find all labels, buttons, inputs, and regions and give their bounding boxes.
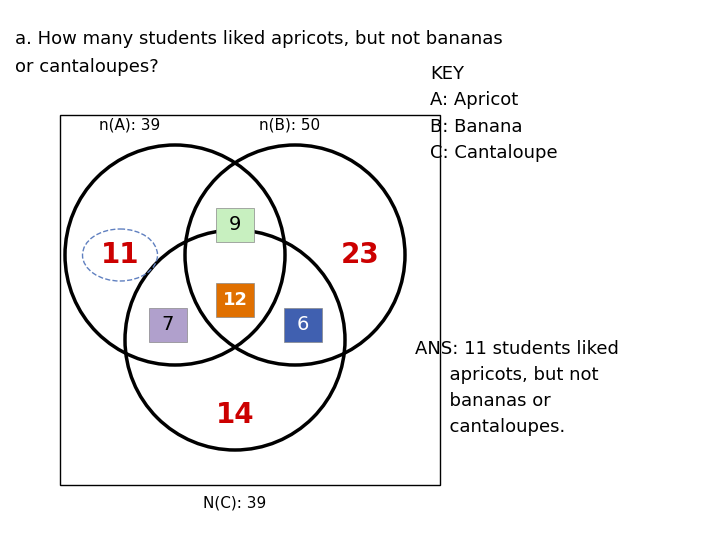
- Text: 6: 6: [297, 315, 309, 334]
- Text: 12: 12: [222, 291, 248, 309]
- Text: 11: 11: [101, 241, 139, 269]
- Text: KEY
A: Apricot
B: Banana
C: Cantaloupe: KEY A: Apricot B: Banana C: Cantaloupe: [430, 65, 557, 162]
- Text: 7: 7: [162, 315, 174, 334]
- FancyBboxPatch shape: [216, 208, 254, 242]
- Bar: [60, 115, 440, 485]
- Text: cantaloupes.: cantaloupes.: [415, 418, 565, 436]
- FancyBboxPatch shape: [284, 308, 322, 342]
- Text: apricots, but not: apricots, but not: [415, 366, 598, 384]
- Text: n(B): 50: n(B): 50: [259, 118, 320, 133]
- Text: 14: 14: [216, 401, 254, 429]
- Text: 9: 9: [229, 215, 241, 234]
- FancyBboxPatch shape: [149, 308, 187, 342]
- Text: 23: 23: [341, 241, 379, 269]
- Text: or cantaloupes?: or cantaloupes?: [15, 58, 158, 76]
- Text: bananas or: bananas or: [415, 392, 551, 410]
- Text: ANS: 11 students liked: ANS: 11 students liked: [415, 340, 619, 358]
- Text: N(C): 39: N(C): 39: [203, 495, 266, 510]
- Text: n(A): 39: n(A): 39: [99, 118, 161, 133]
- Text: a. How many students liked apricots, but not bananas: a. How many students liked apricots, but…: [15, 30, 503, 48]
- FancyBboxPatch shape: [216, 283, 254, 317]
